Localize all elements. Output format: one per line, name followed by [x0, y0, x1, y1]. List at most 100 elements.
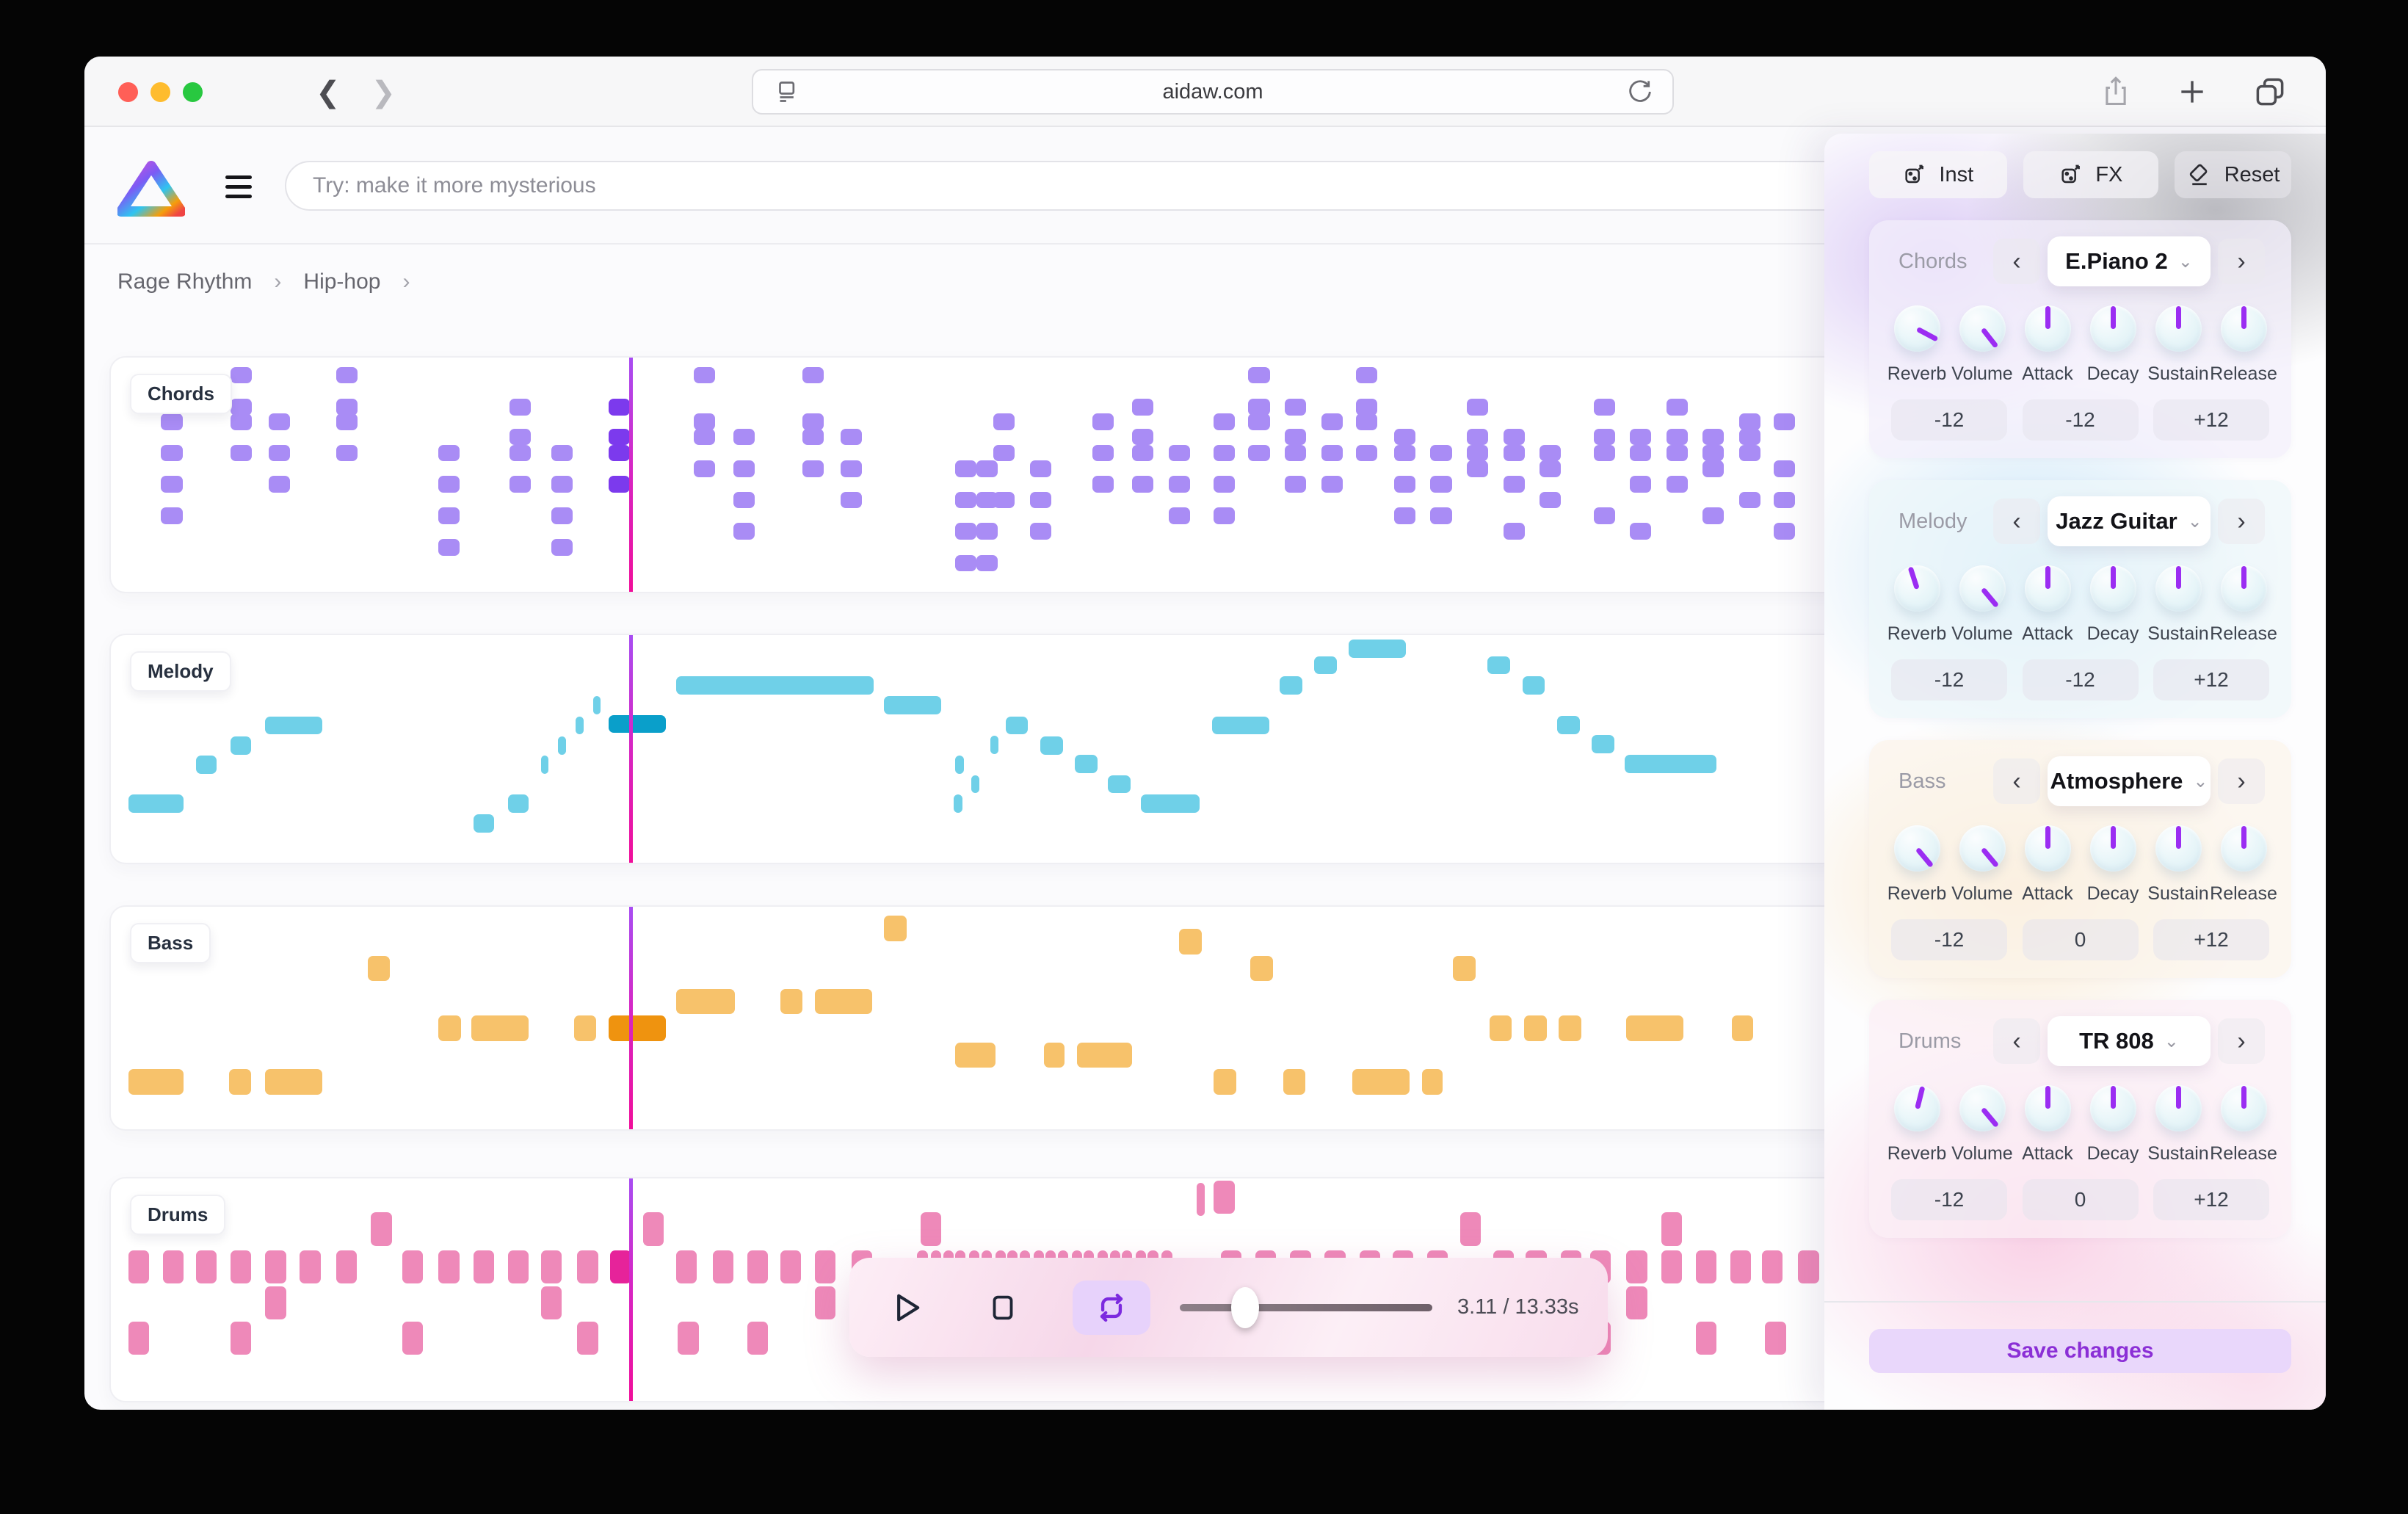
- note[interactable]: [1467, 444, 1489, 462]
- note[interactable]: [841, 460, 863, 477]
- note[interactable]: [540, 1286, 562, 1320]
- attack-knob[interactable]: [2024, 565, 2071, 612]
- prev-instrument-button[interactable]: ‹: [1993, 1018, 2040, 1064]
- note[interactable]: [162, 1250, 184, 1283]
- note[interactable]: [507, 794, 529, 814]
- note[interactable]: [1774, 491, 1796, 509]
- note[interactable]: [1702, 507, 1725, 525]
- note[interactable]: [802, 366, 824, 384]
- note[interactable]: [955, 1042, 996, 1068]
- volume-knob[interactable]: [1959, 565, 2006, 612]
- note[interactable]: [438, 1015, 462, 1041]
- note[interactable]: [1321, 413, 1343, 430]
- share-icon[interactable]: [2100, 74, 2132, 109]
- note[interactable]: [814, 1286, 836, 1320]
- note[interactable]: [1196, 1183, 1205, 1217]
- loop-button[interactable]: [1073, 1280, 1150, 1335]
- note[interactable]: [1248, 444, 1270, 462]
- note[interactable]: [733, 460, 755, 477]
- note[interactable]: [1467, 460, 1489, 477]
- note[interactable]: [1666, 428, 1688, 446]
- note[interactable]: [509, 444, 532, 462]
- note[interactable]: [336, 444, 358, 462]
- reverb-knob[interactable]: [1893, 825, 1940, 872]
- note[interactable]: [1214, 1181, 1235, 1214]
- note[interactable]: [1132, 399, 1154, 416]
- note[interactable]: [1540, 491, 1562, 509]
- note[interactable]: [1626, 1286, 1647, 1320]
- note[interactable]: [693, 413, 715, 430]
- note[interactable]: [1453, 955, 1476, 982]
- active-note[interactable]: [608, 1015, 666, 1041]
- note[interactable]: [678, 1321, 699, 1355]
- note[interactable]: [438, 476, 460, 493]
- note[interactable]: [268, 444, 290, 462]
- note[interactable]: [1738, 444, 1760, 462]
- note[interactable]: [993, 491, 1015, 509]
- note[interactable]: [1702, 460, 1725, 477]
- note[interactable]: [1630, 476, 1652, 493]
- reader-icon[interactable]: [771, 77, 800, 106]
- note[interactable]: [577, 1250, 598, 1283]
- note[interactable]: [733, 523, 755, 540]
- note[interactable]: [976, 554, 998, 572]
- note[interactable]: [1765, 1321, 1786, 1355]
- note[interactable]: [577, 1321, 598, 1355]
- note[interactable]: [733, 428, 755, 446]
- note[interactable]: [1076, 1042, 1133, 1068]
- playhead[interactable]: [629, 907, 634, 1129]
- minimize-window-button[interactable]: [150, 82, 170, 102]
- note[interactable]: [1592, 735, 1614, 753]
- note[interactable]: [1214, 444, 1236, 462]
- volume-knob[interactable]: [1959, 305, 2006, 352]
- note[interactable]: [265, 1069, 323, 1095]
- note[interactable]: [955, 756, 965, 775]
- breadcrumb-project[interactable]: Rage Rhythm: [117, 269, 253, 294]
- active-note[interactable]: [608, 444, 630, 462]
- address-bar[interactable]: aidaw.com: [752, 69, 1674, 115]
- note[interactable]: [1029, 523, 1051, 540]
- breadcrumb-genre[interactable]: Hip-hop: [303, 269, 381, 294]
- note[interactable]: [1730, 1250, 1752, 1283]
- note[interactable]: [1625, 754, 1717, 773]
- note[interactable]: [841, 491, 863, 509]
- note[interactable]: [1168, 444, 1190, 462]
- forward-icon[interactable]: ❯: [371, 76, 396, 109]
- note[interactable]: [780, 1250, 802, 1283]
- note[interactable]: [1695, 1321, 1717, 1355]
- note[interactable]: [507, 1250, 529, 1283]
- note[interactable]: [336, 413, 358, 430]
- note[interactable]: [1593, 399, 1615, 416]
- track-chords[interactable]: Chords: [109, 356, 1846, 593]
- note[interactable]: [1211, 716, 1269, 735]
- note[interactable]: [592, 696, 601, 714]
- note[interactable]: [1108, 775, 1131, 794]
- note[interactable]: [1283, 1069, 1306, 1095]
- next-instrument-button[interactable]: ›: [2218, 1018, 2265, 1064]
- note[interactable]: [230, 444, 253, 462]
- release-knob[interactable]: [2220, 825, 2267, 872]
- note[interactable]: [1593, 428, 1615, 446]
- note[interactable]: [676, 676, 874, 695]
- note[interactable]: [1092, 413, 1114, 430]
- note[interactable]: [1314, 656, 1337, 675]
- note[interactable]: [1248, 399, 1270, 416]
- note[interactable]: [1559, 1015, 1581, 1041]
- note[interactable]: [1043, 1042, 1065, 1068]
- close-window-button[interactable]: [118, 82, 138, 102]
- note[interactable]: [1168, 507, 1190, 525]
- note[interactable]: [558, 736, 567, 756]
- note[interactable]: [1168, 476, 1190, 493]
- reverb-knob[interactable]: [1893, 565, 1940, 612]
- note[interactable]: [1421, 1069, 1443, 1095]
- note[interactable]: [161, 507, 183, 525]
- note[interactable]: [128, 1250, 149, 1283]
- next-instrument-button[interactable]: ›: [2218, 499, 2265, 544]
- note[interactable]: [1661, 1212, 1682, 1246]
- note[interactable]: [921, 1212, 942, 1246]
- note[interactable]: [1393, 507, 1415, 525]
- note[interactable]: [438, 444, 460, 462]
- note[interactable]: [1430, 476, 1452, 493]
- active-note[interactable]: [608, 714, 666, 734]
- note[interactable]: [1214, 1069, 1236, 1095]
